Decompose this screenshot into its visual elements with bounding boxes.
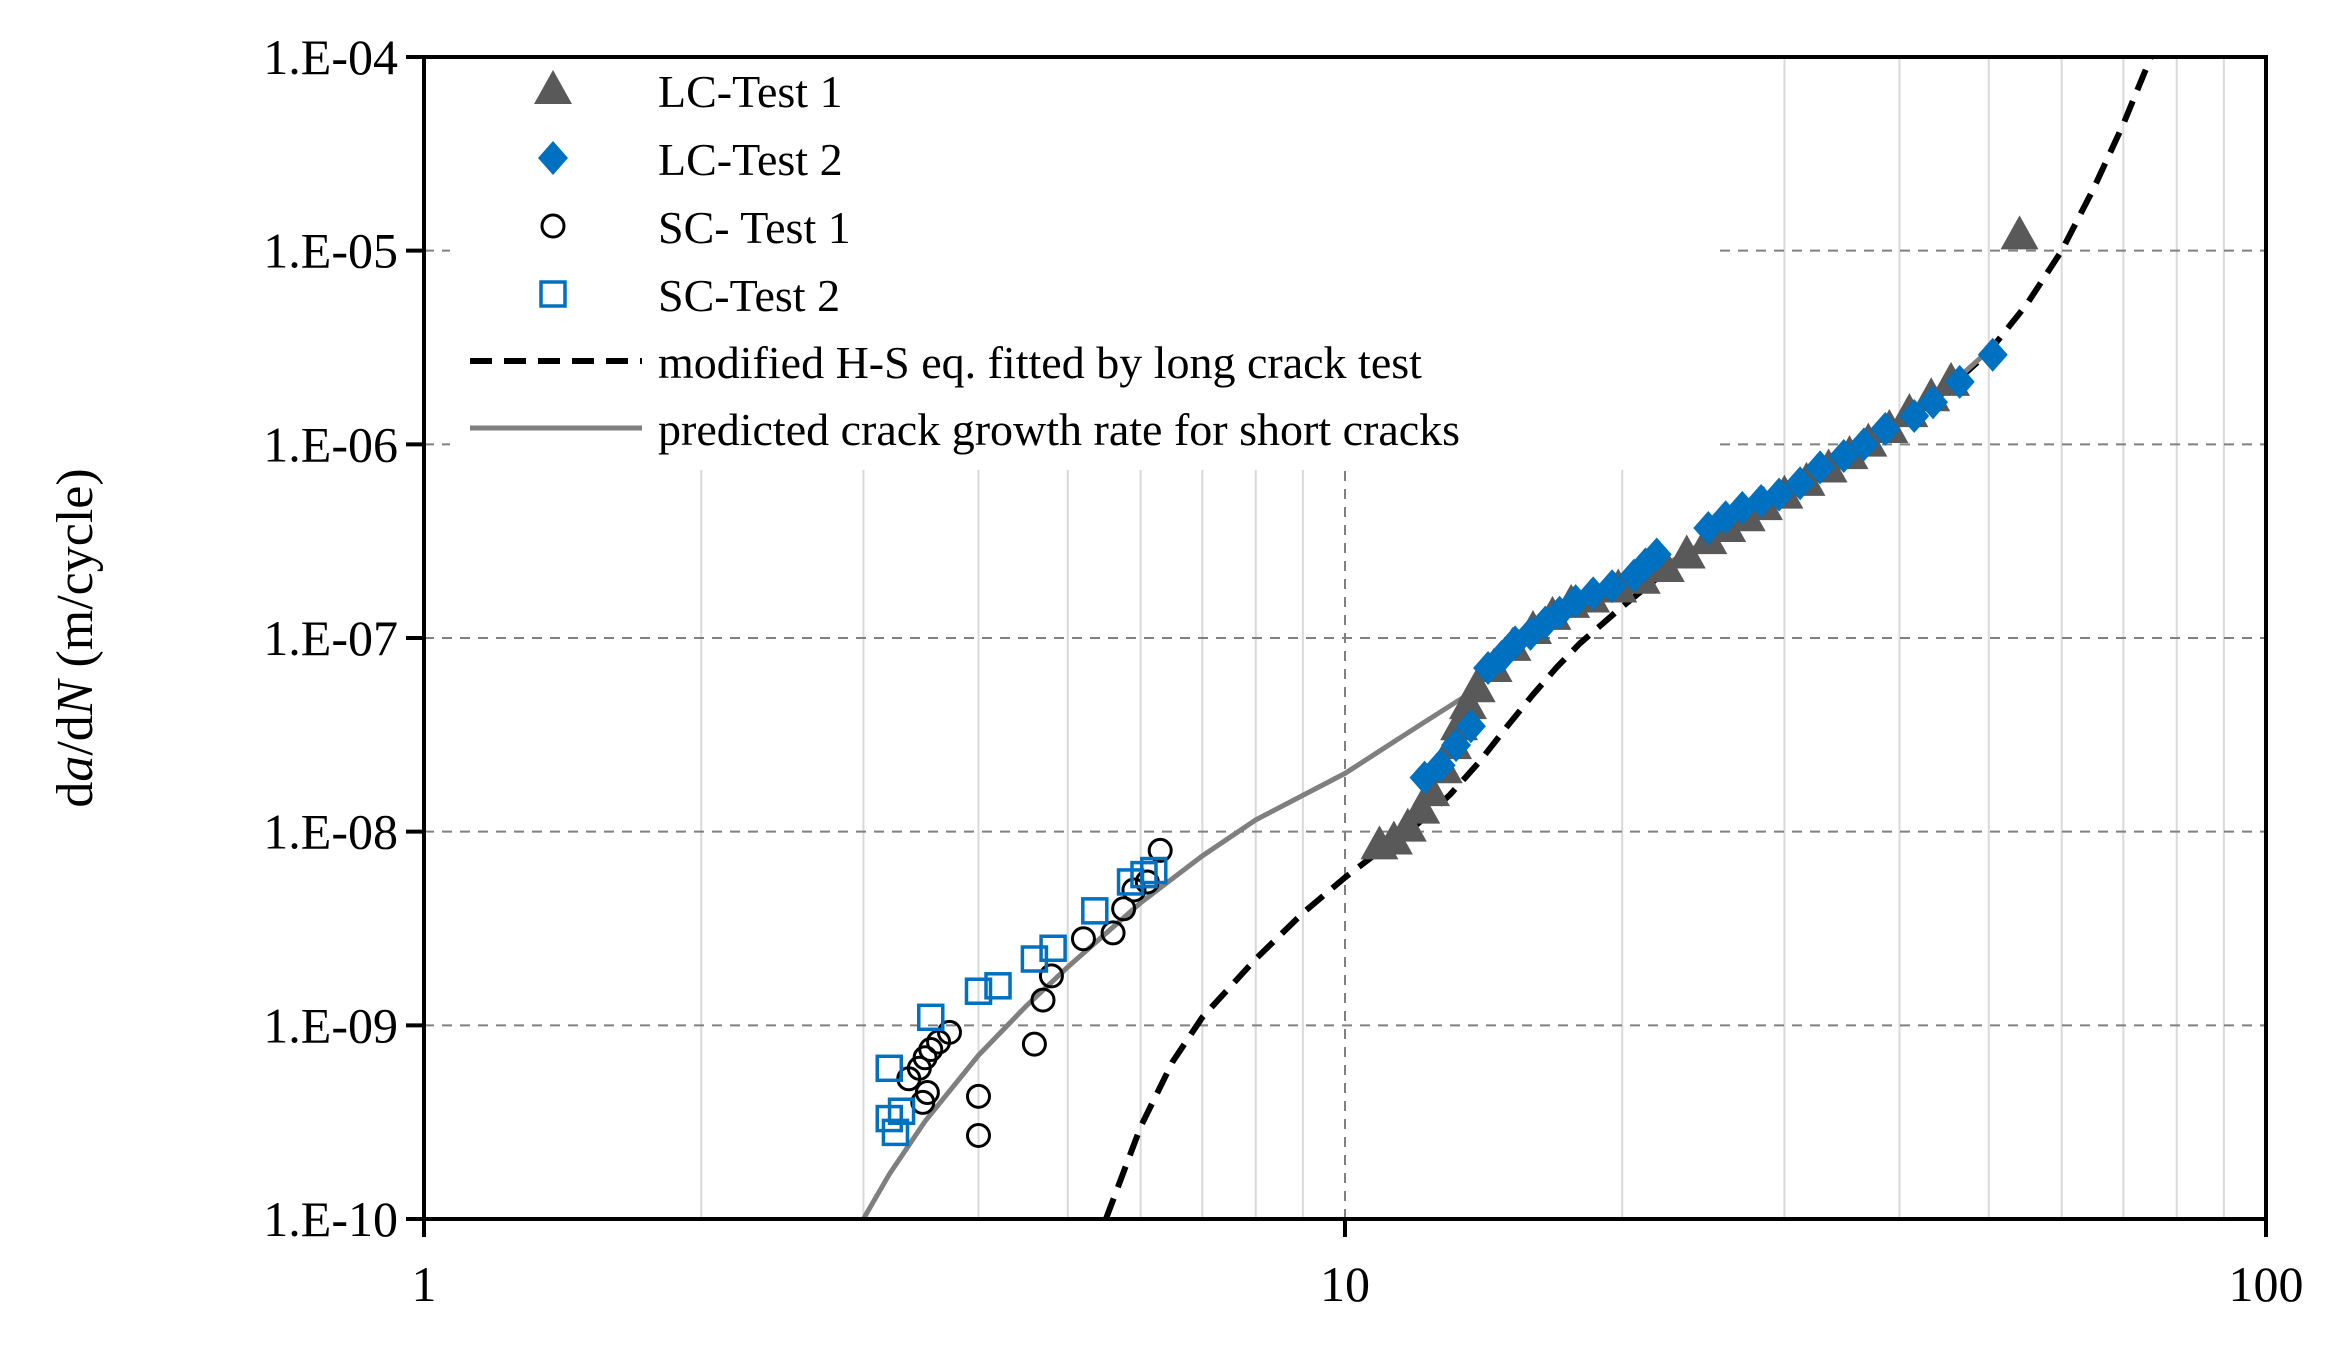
point-sc-test-2 — [875, 1054, 903, 1083]
legend-label-sc-test-2: SC-Test 2 — [658, 270, 840, 321]
point-lc-test-2 — [1805, 450, 1836, 485]
point-sc-test-1 — [1121, 877, 1147, 903]
x-tick-label: 1 — [412, 1256, 437, 1312]
point-sc-test-1 — [1111, 896, 1137, 922]
y-tick-label: 1.E-06 — [263, 416, 398, 472]
legend-marker-sc-test-1 — [540, 213, 566, 239]
point-sc-test-1 — [965, 1122, 991, 1148]
point-lc-test-2 — [1425, 748, 1456, 783]
point-lc-test-2 — [1918, 385, 1949, 420]
y-tick-label: 1.E-09 — [263, 997, 398, 1053]
data-markers — [875, 215, 2039, 1148]
legend-marker-lc-test-1 — [534, 70, 572, 104]
point-lc-test-2 — [1455, 709, 1486, 744]
point-sc-test-1 — [914, 1079, 940, 1105]
y-tick-label: 1.E-07 — [263, 610, 398, 666]
point-lc-test-2 — [1785, 466, 1816, 501]
point-sc-test-2 — [881, 1118, 910, 1147]
legend-label-sc-test-1: SC- Test 1 — [658, 202, 851, 253]
point-sc-test-1 — [1100, 920, 1126, 946]
point-lc-test-2 — [1597, 569, 1628, 604]
point-sc-test-1 — [1021, 1031, 1047, 1057]
point-sc-test-2 — [964, 977, 993, 1005]
point-sc-test-1 — [1147, 837, 1173, 863]
y-axis-label-prefix: d — [47, 782, 104, 808]
legend: LC-Test 1 LC-Test 2 SC- Test 1 SC-Test 2 mod… — [470, 66, 1460, 455]
point-sc-test-2 — [984, 972, 1012, 1000]
point-sc-test-2 — [1130, 860, 1158, 889]
y-axis-label-n: N — [47, 677, 104, 716]
y-tick-label: 1.E-05 — [263, 223, 398, 279]
legend-marker-sc-test-2 — [539, 280, 567, 308]
point-lc-test-1 — [1412, 772, 1451, 807]
legend-background — [450, 58, 1720, 470]
point-sc-test-1 — [1070, 926, 1096, 952]
point-lc-test-1 — [2000, 215, 2039, 250]
x-tick-label: 100 — [2229, 1256, 2304, 1312]
point-sc-test-1 — [918, 1037, 944, 1063]
point-lc-test-2 — [1641, 537, 1672, 572]
y-tick-label: 1.E-04 — [263, 29, 398, 85]
legend-label-lc-test-1: LC-Test 1 — [658, 66, 843, 117]
point-lc-test-1 — [1457, 668, 1496, 703]
point-sc-test-2 — [917, 1003, 945, 1032]
point-lc-test-1 — [1646, 547, 1685, 582]
point-sc-test-1 — [936, 1019, 962, 1045]
point-lc-test-2 — [1977, 337, 2008, 372]
point-lc-test-2 — [1828, 439, 1859, 474]
y-axis-label-mid: /d — [47, 715, 104, 755]
point-lc-test-2 — [1764, 477, 1795, 512]
point-lc-test-1 — [1667, 534, 1706, 569]
point-lc-test-2 — [1870, 411, 1901, 446]
point-sc-test-2 — [1140, 856, 1168, 885]
point-sc-test-2 — [1039, 934, 1067, 963]
curve-modified-h-s-eq-fitted-by-long-crack-test — [1103, 57, 2154, 1219]
point-sc-test-1 — [1030, 987, 1056, 1013]
legend-label-predicted-crack-growth-rate-for-short-cracks: predicted crack growth rate for short cr… — [658, 404, 1460, 455]
point-sc-test-1 — [965, 1083, 991, 1109]
point-sc-test-2 — [1081, 897, 1109, 925]
point-lc-test-1 — [1402, 789, 1441, 824]
legend-marker-lc-test-2 — [538, 141, 568, 175]
point-lc-test-2 — [1899, 399, 1930, 434]
y-tick-label: 1.E-08 — [263, 804, 398, 860]
point-sc-test-2 — [887, 1097, 916, 1126]
point-sc-test-1 — [1038, 963, 1064, 989]
y-axis-label-suffix: (m/cycle) — [47, 468, 104, 680]
x-tick-label: 10 — [1320, 1256, 1370, 1312]
y-tick-label: 1.E-10 — [263, 1191, 398, 1247]
point-lc-test-2 — [1944, 364, 1975, 399]
axis-ticks: 1 10 100 1.E-10 1.E-09 1.E-08 1.E-07 1.E-06 1.E-… — [263, 29, 2303, 1312]
point-lc-test-2 — [1441, 728, 1472, 763]
legend-label-modified-h-s-eq-fitted-by-long-crack-test: modified H-S eq. fitted by long crack te… — [658, 337, 1422, 388]
point-lc-test-2 — [1848, 427, 1879, 462]
point-lc-test-1 — [1388, 807, 1427, 842]
y-axis-label-a: a — [47, 756, 104, 782]
legend-label-lc-test-2: LC-Test 2 — [658, 134, 843, 185]
y-axis-label: da/dN (m/cycle) — [47, 468, 104, 807]
